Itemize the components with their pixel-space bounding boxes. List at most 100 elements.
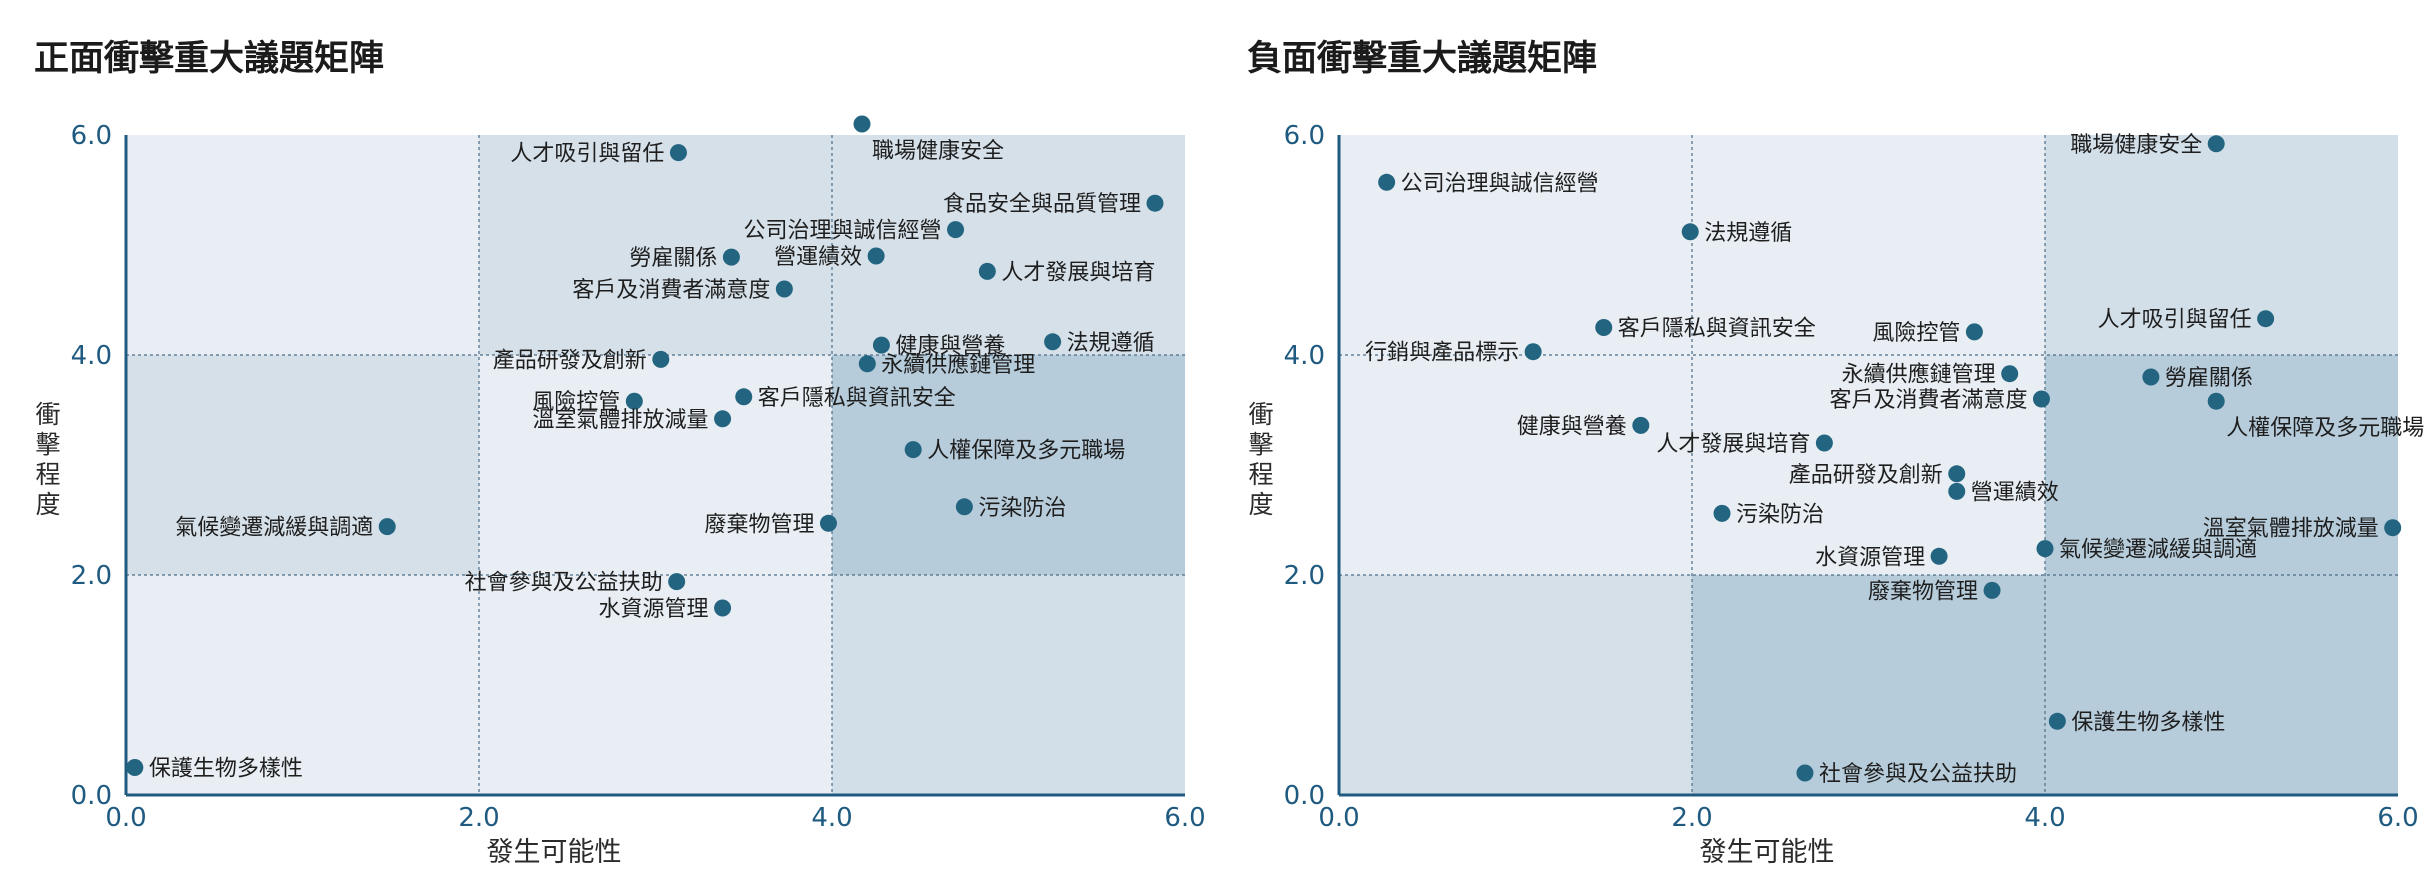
- data-label: 公司治理與誠信經營: [1401, 171, 1599, 196]
- data-point: [819, 514, 837, 532]
- data-point: [867, 247, 885, 265]
- data-label: 營運績效: [774, 245, 862, 270]
- y-tick-label: 4.0: [71, 341, 112, 371]
- data-label: 營運績效: [1971, 480, 2059, 505]
- quadrant-zone: [1339, 355, 1692, 575]
- quadrant-zone: [479, 575, 832, 795]
- data-label: 健康與營養: [895, 334, 1005, 359]
- data-label: 行銷與產品標示: [1365, 341, 1519, 366]
- y-axis-label: 衝擊程度: [35, 400, 61, 519]
- x-tick-label: 4.0: [811, 803, 852, 833]
- data-label: 社會參與及公益扶助: [465, 571, 663, 596]
- y-tick-label: 0.0: [71, 781, 112, 811]
- quadrant-zone: [126, 575, 479, 795]
- x-tick-label: 6.0: [1164, 803, 1205, 833]
- data-point: [1595, 319, 1613, 336]
- quadrant-zone: [126, 135, 479, 355]
- data-point: [735, 388, 753, 406]
- data-point: [668, 573, 686, 591]
- data-point: [1965, 323, 1983, 341]
- y-tick-label: 4.0: [1284, 341, 1325, 371]
- data-point: [2257, 310, 2275, 328]
- data-point: [775, 280, 793, 298]
- data-label: 勞雇關係: [629, 246, 717, 271]
- data-label: 人才發展與培育: [1656, 432, 1810, 457]
- data-label: 客戶隱私與資訊安全: [1618, 317, 1816, 342]
- data-label: 人才吸引與留任: [2098, 308, 2252, 333]
- positive-impact-panel: 正面衝擊重大議題矩陣 0.0 2.0 4.0 6.0 0.0 2.0 4.0 6.0 職場健康安…: [34, 39, 1206, 868]
- x-axis-label: 發生可能性: [486, 837, 622, 868]
- data-label: 客戶隱私與資訊安全: [758, 386, 956, 411]
- data-point: [126, 759, 144, 776]
- x-axis-label: 發生可能性: [1699, 837, 1835, 868]
- data-label: 職場健康安全: [2070, 133, 2202, 158]
- data-label: 法規遵循: [1067, 331, 1155, 356]
- x-tick-label: 6.0: [2377, 803, 2418, 833]
- data-label: 人權保障及多元職場: [2226, 416, 2424, 441]
- data-point: [1146, 194, 1164, 212]
- data-point: [1930, 547, 1948, 565]
- data-point: [625, 392, 643, 410]
- data-point: [947, 221, 965, 239]
- x-tick-label: 0.0: [1318, 803, 1359, 833]
- data-point: [1378, 173, 1396, 191]
- quadrant-zone: [479, 135, 832, 355]
- quadrant-zone: [1692, 355, 2045, 575]
- y-tick-label: 6.0: [1284, 121, 1325, 151]
- data-label: 人才吸引與留任: [510, 142, 664, 167]
- quadrant-zone: [2045, 135, 2398, 355]
- data-label: 溫室氣體排放減量: [2203, 517, 2379, 542]
- chart-title: 負面衝擊重大議題矩陣: [1247, 39, 1598, 79]
- quadrant-zone: [1692, 575, 2045, 795]
- y-tick-label: 6.0: [71, 121, 112, 151]
- positive-impact-chart: 0.0 2.0 4.0 6.0 0.0 2.0 4.0 6.0 職場健康安全 人才吸引與留任食品安…: [71, 115, 1206, 833]
- data-point: [2048, 712, 2066, 730]
- data-point: [1983, 581, 2001, 599]
- data-label: 人權保障及多元職場: [927, 439, 1125, 464]
- data-point: [2032, 390, 2050, 408]
- quadrant-zone: [832, 135, 1185, 355]
- quadrant-zone: [2045, 575, 2398, 795]
- data-point: [1815, 434, 1833, 452]
- data-point: [1948, 465, 1966, 483]
- data-label: 公司治理與誠信經營: [744, 219, 942, 244]
- quadrant-zone: [479, 355, 832, 575]
- data-label: 法規遵循: [1704, 221, 1792, 246]
- data-label: 永續供應鏈管理: [1842, 362, 1996, 388]
- data-point: [858, 355, 876, 373]
- data-point: [1713, 504, 1731, 522]
- data-label: 水資源管理: [599, 597, 709, 622]
- data-point: [872, 336, 890, 354]
- data-label: 廢棄物管理: [1868, 579, 1978, 604]
- quadrant-zone: [126, 355, 479, 575]
- quadrant-zone: [2045, 355, 2398, 575]
- data-point: [1796, 764, 1814, 782]
- data-label: 水資源管理: [1815, 545, 1925, 570]
- y-tick-label: 0.0: [1284, 781, 1325, 811]
- data-point: [1681, 223, 1699, 241]
- data-point: [2207, 135, 2225, 153]
- data-label: 產品研發及創新: [493, 348, 647, 373]
- x-tick-label: 4.0: [2024, 803, 2065, 833]
- data-point: [714, 599, 732, 617]
- chart-title: 正面衝擊重大議題矩陣: [34, 39, 385, 79]
- data-point: [2384, 519, 2402, 537]
- data-label: 勞雇關係: [2165, 366, 2253, 391]
- x-tick-label: 2.0: [458, 803, 499, 833]
- data-label: 食品安全與品質管理: [943, 192, 1141, 217]
- data-label: 氣候變遷減緩與調適: [2059, 538, 2257, 563]
- y-tick-label: 2.0: [1284, 561, 1325, 591]
- y-tick-label: 2.0: [71, 561, 112, 591]
- data-point: [2001, 365, 2019, 383]
- negative-impact-panel: 負面衝擊重大議題矩陣 0.0 2.0 4.0 6.0 0.0 2.0 4.0 6.0 職場健康安…: [1213, 0, 2426, 880]
- data-point: [904, 441, 922, 459]
- data-point: [955, 498, 973, 516]
- data-point: [978, 262, 996, 280]
- quadrant-zone: [832, 355, 1185, 575]
- y-axis-label: 衝擊程度: [1248, 400, 1274, 519]
- data-label: 風險控管: [1872, 321, 1960, 346]
- data-label: 職場健康安全: [872, 139, 1004, 164]
- x-tick-label: 0.0: [105, 803, 146, 833]
- negative-impact-chart: 0.0 2.0 4.0 6.0 0.0 2.0 4.0 6.0 職場健康安全公司治理與誠信經營法…: [1284, 121, 2425, 833]
- quadrant-zone: [832, 575, 1185, 795]
